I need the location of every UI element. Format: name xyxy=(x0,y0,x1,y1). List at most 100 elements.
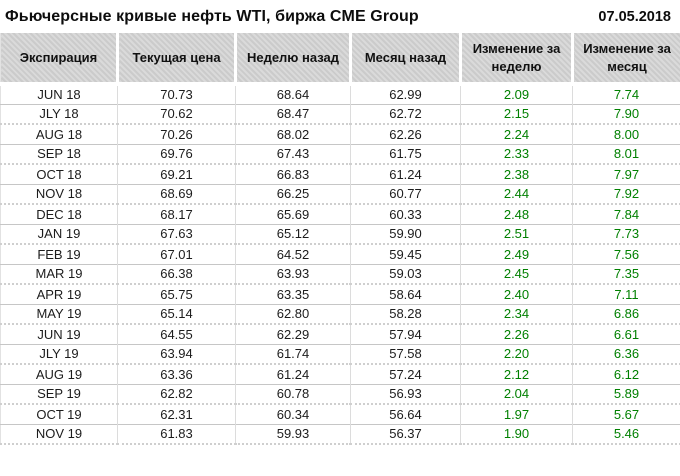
price-cell: 60.34 xyxy=(235,404,351,424)
table-row: JLY 18 70.62 68.47 62.72 2.15 7.90 xyxy=(0,104,680,124)
column-header-6: Изменение за месяц xyxy=(571,33,680,86)
change-cell: 7.90 xyxy=(572,104,680,124)
table-row: FEB 19 67.01 64.52 59.45 2.49 7.56 xyxy=(0,244,680,264)
price-cell: 62.29 xyxy=(235,324,351,344)
change-cell: 7.97 xyxy=(572,164,680,184)
table-row: OCT 19 62.31 60.34 56.64 1.97 5.67 xyxy=(0,404,680,424)
price-cell: 62.26 xyxy=(350,124,461,144)
change-cell: 2.15 xyxy=(460,104,573,124)
price-cell: 59.93 xyxy=(235,424,351,444)
column-header-5: Изменение за неделю xyxy=(459,33,573,86)
change-cell: 5.46 xyxy=(572,424,680,444)
change-cell: 2.49 xyxy=(460,244,573,264)
table-row: AUG 18 70.26 68.02 62.26 2.24 8.00 xyxy=(0,124,680,144)
column-header-1: Экспирация xyxy=(0,33,118,86)
price-cell: 68.17 xyxy=(117,204,236,224)
price-cell: 63.36 xyxy=(117,364,236,384)
page-title: Фьючерсные кривые нефть WTI, биржа CME G… xyxy=(5,7,419,25)
change-cell: 2.51 xyxy=(460,224,573,244)
change-cell: 2.33 xyxy=(460,144,573,164)
price-cell: 66.25 xyxy=(235,184,351,204)
change-cell: 5.89 xyxy=(572,384,680,404)
table-row: JUN 19 64.55 62.29 57.94 2.26 6.61 xyxy=(0,324,680,344)
change-cell: 2.09 xyxy=(460,84,573,104)
change-cell: 2.12 xyxy=(460,364,573,384)
price-cell: 63.94 xyxy=(117,344,236,364)
table-row: JAN 19 67.63 65.12 59.90 2.51 7.73 xyxy=(0,224,680,244)
price-cell: 67.43 xyxy=(235,144,351,164)
price-cell: 56.37 xyxy=(350,424,461,444)
change-cell: 2.24 xyxy=(460,124,573,144)
expiration-cell: OCT 19 xyxy=(36,406,82,422)
change-cell: 2.04 xyxy=(460,384,573,404)
price-cell: 65.12 xyxy=(235,224,351,244)
price-cell: 63.35 xyxy=(235,284,351,304)
change-cell: 2.45 xyxy=(460,264,573,284)
expiration-cell: JLY 19 xyxy=(39,346,79,362)
price-cell: 61.24 xyxy=(350,164,461,184)
change-cell: 1.90 xyxy=(460,424,573,444)
change-cell: 8.00 xyxy=(572,124,680,144)
expiration-cell: AUG 19 xyxy=(35,366,83,382)
price-cell: 66.38 xyxy=(117,264,236,284)
price-cell: 61.75 xyxy=(350,144,461,164)
table-row: MAR 19 66.38 63.93 59.03 2.45 7.35 xyxy=(0,264,680,284)
change-cell: 1.97 xyxy=(460,404,573,424)
price-cell: 62.31 xyxy=(117,404,236,424)
expiration-cell: MAR 19 xyxy=(35,266,83,282)
price-cell: 70.73 xyxy=(117,84,236,104)
change-cell: 8.01 xyxy=(572,144,680,164)
price-cell: 69.21 xyxy=(117,164,236,184)
price-cell: 61.83 xyxy=(117,424,236,444)
price-cell: 62.99 xyxy=(350,84,461,104)
expiration-cell: NOV 18 xyxy=(35,186,83,202)
price-cell: 62.82 xyxy=(117,384,236,404)
table-row: DEC 18 68.17 65.69 60.33 2.48 7.84 xyxy=(0,204,680,224)
change-cell: 7.92 xyxy=(572,184,680,204)
price-cell: 61.24 xyxy=(235,364,351,384)
change-cell: 7.73 xyxy=(572,224,680,244)
expiration-cell: JUN 18 xyxy=(37,87,81,103)
price-cell: 59.45 xyxy=(350,244,461,264)
expiration-cell: OCT 18 xyxy=(36,166,82,182)
price-cell: 69.76 xyxy=(117,144,236,164)
change-cell: 7.56 xyxy=(572,244,680,264)
price-cell: 57.58 xyxy=(350,344,461,364)
price-cell: 68.64 xyxy=(235,84,351,104)
change-cell: 2.20 xyxy=(460,344,573,364)
expiration-cell: JAN 19 xyxy=(37,226,81,242)
price-cell: 63.93 xyxy=(235,264,351,284)
price-cell: 65.75 xyxy=(117,284,236,304)
expiration-cell: AUG 18 xyxy=(35,126,83,142)
change-cell: 2.34 xyxy=(460,304,573,324)
futures-table: Экспирация Текущая цена Неделю назад Месяц … xyxy=(0,33,680,445)
expiration-cell: MAY 19 xyxy=(36,306,82,322)
price-cell: 70.62 xyxy=(117,104,236,124)
change-cell: 7.84 xyxy=(572,204,680,224)
price-cell: 59.90 xyxy=(350,224,461,244)
expiration-cell: NOV 19 xyxy=(35,426,83,442)
change-cell: 6.61 xyxy=(572,324,680,344)
price-cell: 59.03 xyxy=(350,264,461,284)
price-cell: 57.94 xyxy=(350,324,461,344)
table-row: APR 19 65.75 63.35 58.64 2.40 7.11 xyxy=(0,284,680,304)
price-cell: 68.02 xyxy=(235,124,351,144)
change-cell: 2.48 xyxy=(460,204,573,224)
expiration-cell: SEP 18 xyxy=(37,146,81,162)
change-cell: 6.36 xyxy=(572,344,680,364)
change-cell: 2.38 xyxy=(460,164,573,184)
price-cell: 60.33 xyxy=(350,204,461,224)
price-cell: 56.93 xyxy=(350,384,461,404)
table-row: NOV 18 68.69 66.25 60.77 2.44 7.92 xyxy=(0,184,680,204)
column-header-2: Текущая цена xyxy=(116,33,236,86)
price-cell: 68.47 xyxy=(235,104,351,124)
price-cell: 66.83 xyxy=(235,164,351,184)
table-row: AUG 19 63.36 61.24 57.24 2.12 6.12 xyxy=(0,364,680,384)
price-cell: 60.78 xyxy=(235,384,351,404)
table-row: SEP 19 62.82 60.78 56.93 2.04 5.89 xyxy=(0,384,680,404)
price-cell: 67.01 xyxy=(117,244,236,264)
price-cell: 57.24 xyxy=(350,364,461,384)
table-row: NOV 19 61.83 59.93 56.37 1.90 5.46 xyxy=(0,424,680,444)
price-cell: 56.64 xyxy=(350,404,461,424)
table-row: OCT 18 69.21 66.83 61.24 2.38 7.97 xyxy=(0,164,680,184)
